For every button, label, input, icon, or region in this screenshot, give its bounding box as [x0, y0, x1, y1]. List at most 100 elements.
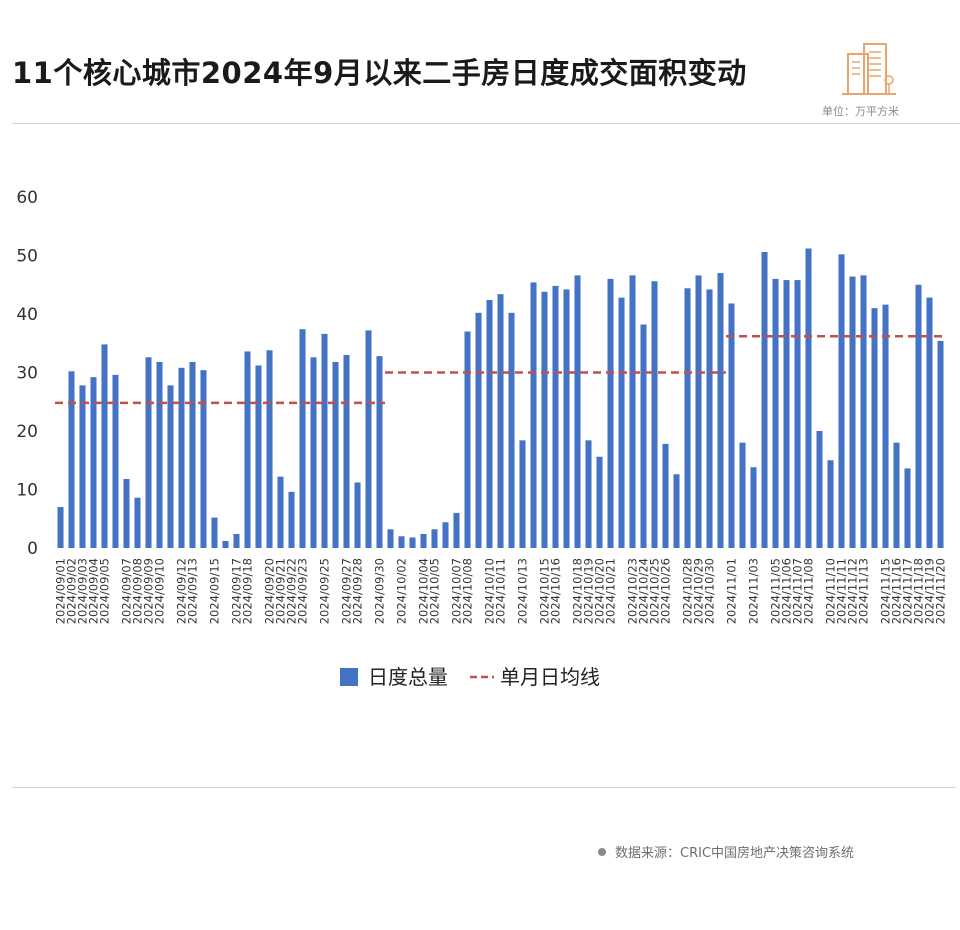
x-tick-label: 2024/10/13 [516, 558, 530, 624]
bar-2024/10/10 [486, 299, 493, 548]
bar-2024/10/30 [706, 289, 713, 548]
bar-2024/11/06 [783, 280, 790, 548]
x-tick-label: 2024/09/22 [285, 558, 299, 624]
y-tick-label: 30 [16, 364, 38, 384]
x-tick-label: 2024/09/21 [274, 558, 288, 624]
data-source: 数据来源：CRIC中国房地产决策咨询系统 [598, 842, 854, 861]
y-tick-label: 60 [16, 188, 38, 208]
x-tick-label: 2024/10/19 [582, 558, 596, 624]
bar-2024/09/03 [79, 385, 86, 548]
bar-2024/11/01 [728, 303, 735, 548]
bar-2024/10/19 [585, 440, 592, 548]
x-tick-label: 2024/10/11 [494, 558, 508, 624]
x-tick-label: 2024/10/30 [703, 558, 717, 624]
bar-2024/09/12 [178, 367, 185, 548]
bar-2024/11/09 [816, 431, 823, 548]
header-divider [12, 123, 960, 124]
x-tick-label: 2024/10/25 [648, 558, 662, 624]
bar-2024/11/16 [893, 442, 900, 548]
bar-2024/10/07 [453, 512, 460, 548]
x-tick-label: 2024/10/02 [395, 558, 409, 624]
bar-2024/10/09 [475, 312, 482, 548]
x-tick-label: 2024/11/19 [923, 558, 937, 624]
x-tick-label: 2024/09/23 [296, 558, 310, 624]
legend-bar-swatch [340, 668, 358, 686]
bar-2024/09/19 [255, 365, 262, 548]
bar-2024/10/16 [552, 285, 559, 548]
bar-2024/09/11 [167, 385, 174, 548]
x-tick-label: 2024/11/20 [934, 558, 948, 624]
legend-line-label: 单月日均线 [500, 665, 600, 689]
bar-2024/09/04 [90, 377, 97, 548]
x-tick-label: 2024/09/27 [340, 558, 354, 624]
bar-2024/09/14 [200, 370, 207, 548]
buildings-icon [842, 43, 896, 95]
x-tick-label: 2024/10/18 [571, 558, 585, 624]
x-tick-label: 2024/11/16 [890, 558, 904, 624]
bar-2024/10/13 [519, 440, 526, 548]
x-tick-label: 2024/09/30 [373, 558, 387, 624]
bar-2024/11/07 [794, 280, 801, 548]
x-tick-label: 2024/10/24 [637, 558, 651, 624]
bar-2024/10/05 [431, 529, 438, 548]
x-tick-label: 2024/09/08 [131, 558, 145, 624]
bar-2024/10/29 [695, 275, 702, 548]
bar-2024/11/19 [926, 297, 933, 548]
x-tick-label: 2024/09/25 [318, 558, 332, 624]
bar-2024/09/08 [134, 497, 141, 548]
bar-2024/11/08 [805, 248, 812, 548]
bar-2024/11/04 [761, 251, 768, 548]
x-tick-label: 2024/10/08 [461, 558, 475, 624]
bar-2024/10/12 [508, 312, 515, 548]
bar-2024/09/22 [288, 491, 295, 548]
bar-2024/09/15 [211, 517, 218, 548]
x-tick-label: 2024/09/20 [263, 558, 277, 624]
x-tick-label: 2024/10/23 [626, 558, 640, 624]
bar-2024/10/18 [574, 275, 581, 548]
x-tick-label: 2024/09/03 [76, 558, 90, 624]
x-tick-label: 2024/10/28 [681, 558, 695, 624]
bar-2024/09/20 [266, 350, 273, 548]
x-tick-label: 2024/09/07 [120, 558, 134, 624]
x-tick-label: 2024/09/10 [153, 558, 167, 624]
x-tick-label: 2024/09/05 [98, 558, 112, 624]
x-tick-label: 2024/10/05 [428, 558, 442, 624]
x-tick-label: 2024/11/13 [857, 558, 871, 624]
bar-2024/09/27 [343, 354, 350, 548]
bullet-icon [598, 848, 606, 856]
bar-2024/10/15 [541, 291, 548, 548]
bar-2024/09/07 [123, 478, 130, 548]
bar-2024/10/02 [398, 536, 405, 548]
x-tick-label: 2024/09/12 [175, 558, 189, 624]
x-tick-label: 2024/10/16 [549, 558, 563, 624]
bar-2024/10/03 [409, 537, 416, 548]
y-tick-label: 40 [16, 305, 38, 325]
bar-2024/09/30 [376, 356, 383, 548]
x-tick-label: 2024/11/12 [846, 558, 860, 624]
x-tick-label: 2024/10/07 [450, 558, 464, 624]
bar-2024/09/10 [156, 361, 163, 548]
x-tick-label: 2024/10/21 [604, 558, 618, 624]
x-tick-label: 2024/11/18 [912, 558, 926, 624]
x-tick-label: 2024/10/29 [692, 558, 706, 624]
bar-2024/09/05 [101, 344, 108, 548]
bar-2024/11/03 [750, 467, 757, 548]
bar-2024/11/14 [871, 308, 878, 548]
x-tick-label: 2024/09/09 [142, 558, 156, 624]
bar-2024/10/21 [607, 278, 614, 548]
bar-2024/09/13 [189, 361, 196, 548]
y-tick-label: 10 [16, 481, 38, 501]
bar-2024/10/01 [387, 529, 394, 548]
x-tick-label: 2024/11/17 [901, 558, 915, 624]
bar-2024/10/25 [651, 281, 658, 548]
bar-2024/09/02 [68, 371, 75, 548]
x-tick-label: 2024/09/04 [87, 558, 101, 624]
x-tick-label: 2024/10/04 [417, 558, 431, 624]
bar-2024/10/22 [618, 297, 625, 548]
bar-2024/10/20 [596, 456, 603, 548]
x-tick-label: 2024/11/01 [725, 558, 739, 624]
bar-2024/09/17 [233, 533, 240, 548]
bar-2024/09/29 [365, 330, 372, 548]
x-tick-label: 2024/11/06 [780, 558, 794, 624]
unit-note: 单位：万平方米 [822, 105, 899, 118]
